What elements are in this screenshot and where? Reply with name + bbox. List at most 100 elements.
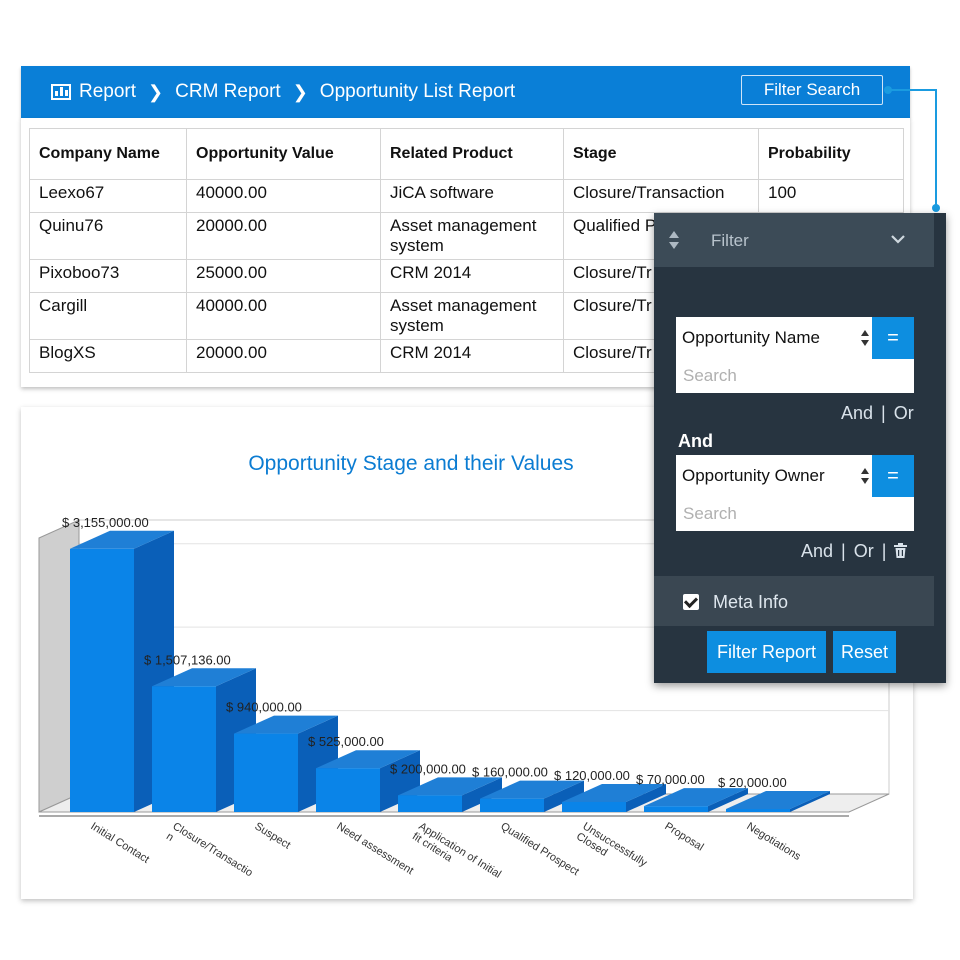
bar-value-label: $ 160,000.00 <box>472 765 548 780</box>
cell-company-name: Quinu76 <box>29 212 187 260</box>
column-header-company-name[interactable]: Company Name <box>29 128 187 180</box>
bar <box>480 798 544 812</box>
category-label: Qualified Prospect <box>498 820 581 878</box>
filter-search-button[interactable]: Filter Search <box>741 75 883 105</box>
bar-value-label: $ 200,000.00 <box>390 761 466 776</box>
filter-panel-title: Filter <box>711 231 749 250</box>
cell-related-product: CRM 2014 <box>380 259 564 293</box>
cell-related-product: JiCA software <box>380 179 564 213</box>
meta-info-label: Meta Info <box>713 592 789 612</box>
filter-panel: Filter Opportunity Name = And|Or And Opp… <box>654 213 946 683</box>
and-option[interactable]: And <box>801 541 834 561</box>
breadcrumb-crm-report[interactable]: CRM Report <box>175 81 281 102</box>
category-label: Need assessment <box>334 820 415 877</box>
category-label: UnsuccessfullyClosed <box>574 820 649 879</box>
bar-top <box>726 791 830 809</box>
cell-related-product: Asset management system <box>380 292 564 340</box>
condition2-field-select[interactable]: Opportunity Owner = <box>676 455 914 497</box>
trash-icon[interactable] <box>894 543 908 558</box>
bar-side <box>708 788 748 812</box>
table-row[interactable]: Leexo67 40000.00 JiCA software Closure/T… <box>29 179 904 213</box>
sort-icon <box>669 231 679 249</box>
category-label: Negotiations <box>744 820 803 863</box>
bar <box>316 768 380 812</box>
bar-top <box>152 668 256 687</box>
cell-opportunity-value: 40000.00 <box>186 179 381 213</box>
category-label: Initial Contact <box>88 820 151 865</box>
cell-opportunity-value: 20000.00 <box>186 339 381 373</box>
chevron-down-icon[interactable] <box>890 233 906 245</box>
condition2-operator-button[interactable]: = <box>872 455 914 497</box>
bar <box>152 686 216 812</box>
report-header: Report ❯ CRM Report ❯ Opportunity List R… <box>21 66 910 118</box>
condition1-join-options: And | Or <box>841 403 914 423</box>
select-arrows-icon <box>861 330 869 346</box>
condition1-field-value: Opportunity Name <box>682 328 820 347</box>
join-label: And <box>678 431 713 451</box>
cell-related-product: Asset management system <box>380 212 564 260</box>
and-option[interactable]: And <box>841 403 874 423</box>
meta-info-checkbox[interactable] <box>683 594 699 610</box>
filter-panel-header[interactable]: Filter <box>654 213 934 267</box>
cell-company-name: BlogXS <box>29 339 187 373</box>
bar-value-label: $ 20,000.00 <box>718 775 787 790</box>
bar <box>726 809 790 812</box>
condition1-field-select[interactable]: Opportunity Name = <box>676 317 914 359</box>
bar <box>398 795 462 812</box>
bar-top <box>234 715 338 734</box>
cell-stage: Closure/Transaction <box>563 179 759 213</box>
cell-related-product: CRM 2014 <box>380 339 564 373</box>
chevron-right-icon: ❯ <box>292 81 308 102</box>
category-label: Application of Initialfit criteria <box>410 820 503 891</box>
connector-dot <box>884 86 892 94</box>
cell-probability: 100 <box>758 179 904 213</box>
condition1-operator-button[interactable]: = <box>872 317 914 359</box>
bar-top <box>70 530 174 549</box>
breadcrumb: Report ❯ CRM Report ❯ Opportunity List R… <box>51 66 515 118</box>
breadcrumb-report[interactable]: Report <box>79 81 137 102</box>
bar-value-label: $ 1,507,136.00 <box>144 652 231 667</box>
cell-company-name: Pixoboo73 <box>29 259 187 293</box>
bar-side <box>626 783 666 812</box>
condition2-join-options: And | Or | <box>801 541 908 562</box>
chevron-right-icon: ❯ <box>148 81 164 102</box>
column-header-probability[interactable]: Probability <box>758 128 904 180</box>
bar-value-label: $ 3,155,000.00 <box>62 515 149 530</box>
breadcrumb-opportunity-list-report: Opportunity List Report <box>319 81 516 102</box>
cell-company-name: Leexo67 <box>29 179 187 213</box>
bar-value-label: $ 70,000.00 <box>636 772 705 787</box>
or-option[interactable]: Or <box>853 541 874 561</box>
category-label: Proposal <box>662 820 705 853</box>
connector-dot <box>932 204 940 212</box>
bar-value-label: $ 120,000.00 <box>554 768 630 783</box>
bar <box>644 806 708 812</box>
or-option[interactable]: Or <box>893 403 914 423</box>
bar-value-label: $ 940,000.00 <box>226 700 302 715</box>
cell-company-name: Cargill <box>29 292 187 340</box>
bar <box>562 801 626 812</box>
column-header-stage[interactable]: Stage <box>563 128 759 180</box>
cell-opportunity-value: 25000.00 <box>186 259 381 293</box>
meta-info-row[interactable]: Meta Info <box>654 576 934 626</box>
bar <box>70 548 134 812</box>
category-label: Closure/Transaction <box>164 820 255 889</box>
table-header-row: Company Name Opportunity Value Related P… <box>29 128 904 180</box>
reset-button[interactable]: Reset <box>833 631 896 673</box>
bar-top <box>644 788 748 807</box>
bar-side <box>462 777 502 812</box>
condition2-field-value: Opportunity Owner <box>682 466 825 485</box>
bar-top <box>480 780 584 799</box>
select-arrows-icon <box>861 468 869 484</box>
column-header-related-product[interactable]: Related Product <box>380 128 564 180</box>
filter-report-button[interactable]: Filter Report <box>707 631 826 673</box>
cell-opportunity-value: 20000.00 <box>186 212 381 260</box>
bar-side <box>790 791 830 812</box>
bar-side <box>544 780 584 812</box>
condition2-search-input[interactable] <box>676 497 914 531</box>
column-header-opportunity-value[interactable]: Opportunity Value <box>186 128 381 180</box>
bar-top <box>316 750 420 769</box>
bar-chart-icon <box>51 84 71 100</box>
bar-top <box>562 783 666 802</box>
bar <box>234 733 298 812</box>
condition1-search-input[interactable] <box>676 359 914 393</box>
